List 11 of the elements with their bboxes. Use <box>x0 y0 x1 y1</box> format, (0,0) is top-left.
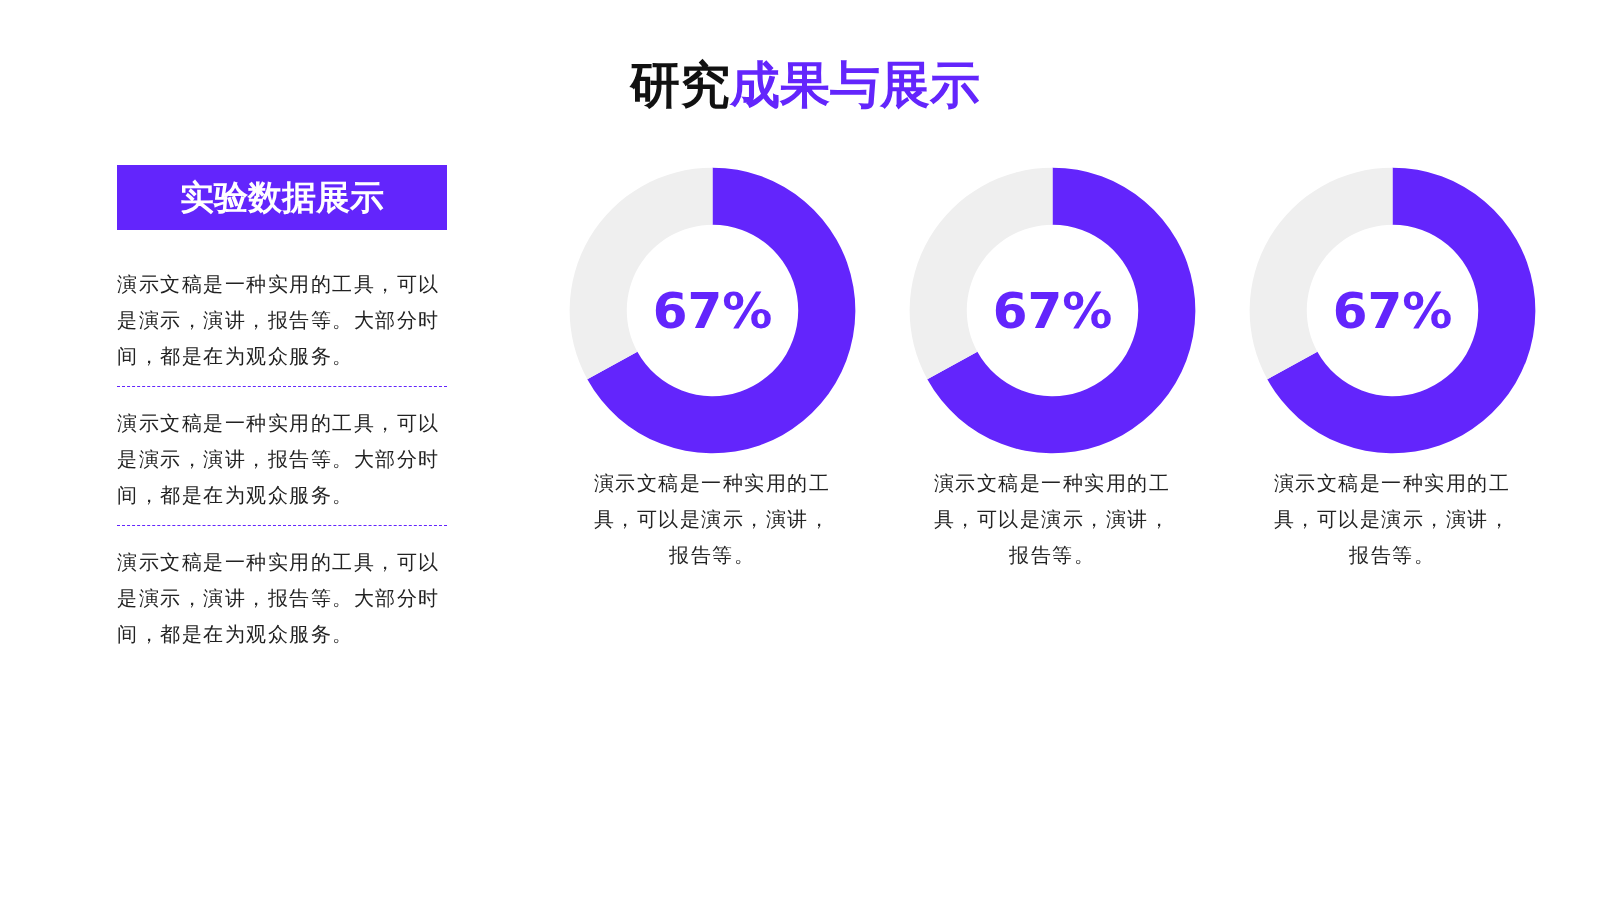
data-label: 67% <box>652 281 773 340</box>
text: 演示文稿是一种实用的工具，可以是演示，演讲，报告等。 <box>932 470 1172 569</box>
text: 演示文稿是一种实用的工具，可以是演示，演讲，报告等。 <box>1272 470 1512 569</box>
text: 演示文稿是一种实用的工具，可以是演示，演讲，报告等。大部分时间，都是在为观众服务。 <box>117 404 447 526</box>
text: 演示文稿是一种实用的工具，可以是演示，演讲，报告等。大部分时间，都是在为观众服务。 <box>117 548 441 648</box>
data-label: 67% <box>1332 281 1453 340</box>
text: 研究成果与展示 <box>630 56 980 114</box>
text: 演示文稿是一种实用的工具，可以是演示，演讲，报告等。大部分时间，都是在为观众服务。 <box>117 265 447 387</box>
data-label: 67% <box>992 281 1113 340</box>
text: 演示文稿是一种实用的工具，可以是演示，演讲，报告等。 <box>592 470 832 569</box>
text: 实验数据展示 <box>117 165 447 230</box>
